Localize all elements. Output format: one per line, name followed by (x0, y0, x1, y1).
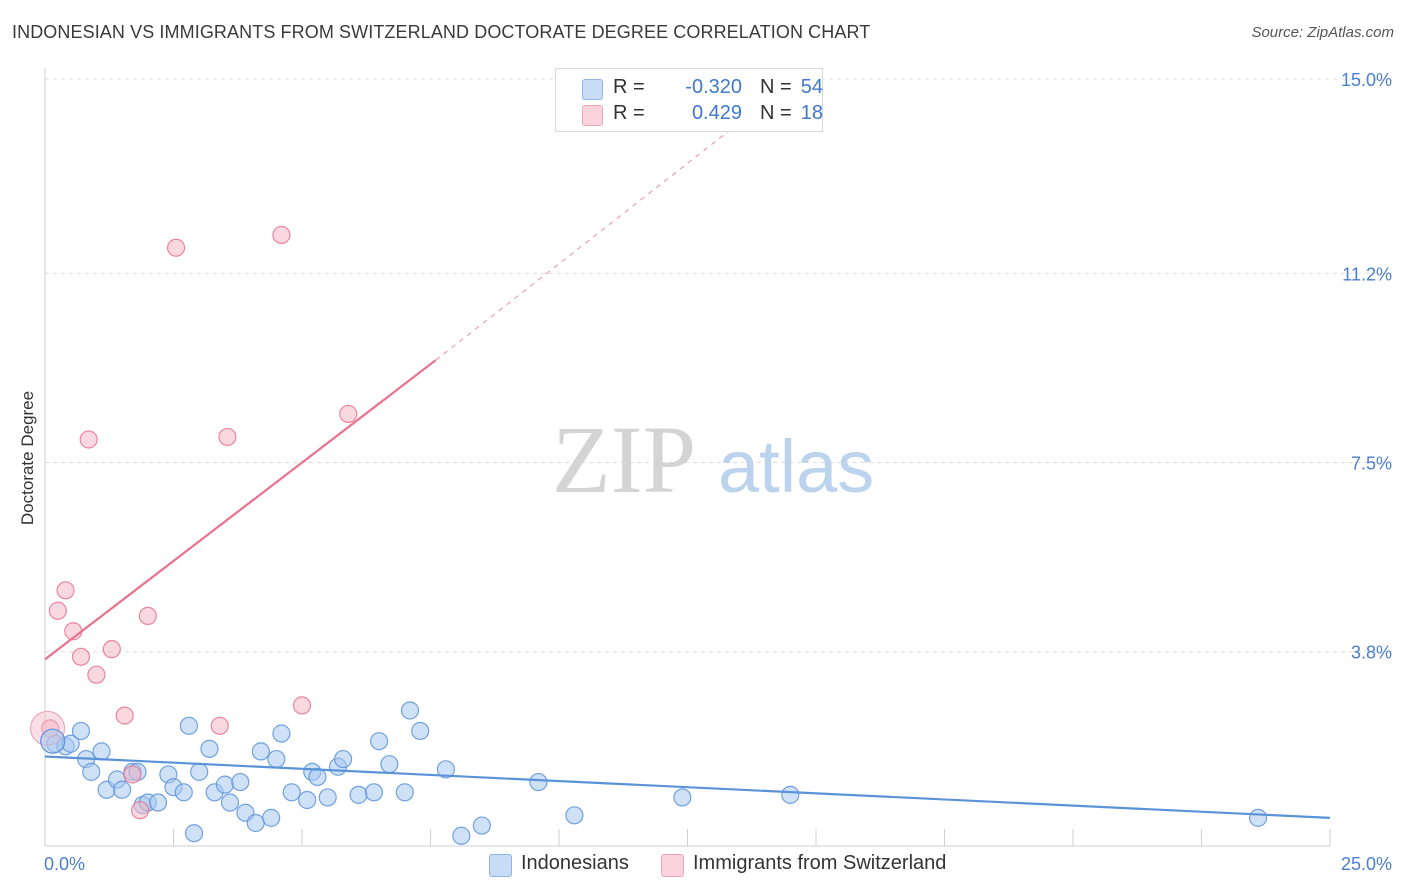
x-tick-label: 25.0% (1341, 854, 1392, 874)
data-points (30, 225, 1268, 845)
data-point-switzerland (130, 801, 150, 820)
legend-swatch-blue (582, 79, 603, 100)
data-point-switzerland (79, 430, 98, 449)
data-point-indonesians (395, 783, 414, 802)
data-point-indonesians (411, 721, 430, 741)
data-point-indonesians (781, 785, 800, 804)
legend-swatch-pink (661, 854, 684, 877)
data-point-switzerland (138, 606, 157, 626)
data-point-indonesians (220, 793, 240, 812)
legend-label: Indonesians (521, 852, 629, 874)
data-point-indonesians (529, 772, 548, 792)
legend: R = -0.320 N = 54 R = 0.429 N = 18 (555, 68, 823, 132)
data-point-indonesians (272, 724, 291, 743)
data-point-indonesians (298, 790, 317, 810)
data-point-indonesians (364, 783, 384, 802)
chart-title: INDONESIAN VS IMMIGRANTS FROM SWITZERLAN… (12, 22, 871, 42)
data-point-indonesians (231, 772, 250, 792)
data-point-indonesians (282, 783, 301, 802)
data-point-indonesians (452, 826, 471, 845)
y-axis-label: Doctorate Degree (18, 391, 37, 525)
data-point-indonesians (40, 728, 66, 754)
data-point-switzerland (292, 696, 312, 715)
legend-r-label: R = (613, 76, 645, 98)
data-point-indonesians (190, 762, 209, 781)
data-point-indonesians (148, 793, 168, 812)
tick-labels: 3.8% 7.5% 11.2% 15.0% 0.0% 25.0% (44, 70, 1392, 874)
data-point-switzerland (123, 765, 142, 784)
data-point-switzerland (272, 225, 291, 245)
data-point-indonesians (380, 755, 399, 774)
watermark-zip: ZIP (552, 406, 696, 513)
data-point-indonesians (184, 824, 204, 843)
data-point-indonesians (436, 760, 456, 779)
data-point-indonesians (262, 808, 281, 827)
data-point-switzerland (166, 238, 186, 257)
axes (44, 68, 1331, 847)
y-tick-label: 7.5% (1351, 454, 1392, 474)
source-label: Source: ZipAtlas.com (1251, 24, 1394, 41)
data-point-indonesians (251, 742, 270, 761)
data-point-indonesians (565, 806, 584, 825)
data-point-indonesians (71, 721, 91, 741)
data-point-indonesians (92, 742, 111, 761)
data-point-switzerland (71, 647, 91, 666)
data-point-indonesians (472, 816, 491, 835)
data-point-indonesians (308, 767, 327, 787)
legend-r-value: 0.429 (691, 102, 742, 124)
data-point-switzerland (48, 601, 67, 620)
y-tick-label: 3.8% (1351, 643, 1392, 663)
data-point-switzerland (102, 640, 121, 659)
data-point-switzerland (56, 581, 75, 600)
grid-lines (45, 78, 1392, 653)
data-point-indonesians (318, 788, 337, 807)
trend-line-indonesians (44, 755, 1331, 819)
data-point-indonesians (82, 762, 101, 781)
data-point-switzerland (339, 404, 358, 424)
data-point-indonesians (334, 749, 353, 769)
data-point-indonesians (267, 749, 286, 769)
y-tick-label: 11.2% (1342, 264, 1392, 284)
data-point-indonesians (400, 701, 420, 720)
data-point-indonesians (174, 783, 193, 802)
legend-n-value: 18 (800, 102, 823, 124)
data-point-indonesians (215, 775, 234, 794)
data-point-switzerland (115, 706, 134, 725)
data-point-switzerland (210, 716, 229, 735)
legend-n-label: N = (760, 102, 792, 124)
data-point-indonesians (200, 739, 219, 758)
data-point-indonesians (179, 716, 199, 735)
data-point-indonesians (1248, 808, 1268, 827)
data-point-switzerland (218, 427, 237, 447)
y-tick-label: 15.0% (1341, 70, 1392, 90)
legend-n-value: 54 (800, 76, 823, 98)
legend-swatch-blue (489, 854, 512, 877)
data-point-indonesians (112, 780, 132, 799)
legend-label: Immigrants from Switzerland (693, 852, 947, 874)
data-point-indonesians (673, 788, 692, 807)
data-point-indonesians (246, 813, 265, 833)
x-tick-label: 0.0% (44, 854, 85, 874)
watermark-atlas: atlas (718, 425, 874, 508)
data-point-switzerland (87, 665, 106, 684)
legend-swatch-pink (582, 105, 603, 126)
data-point-indonesians (370, 732, 389, 751)
legend-r-label: R = (613, 102, 645, 124)
trend-line-switzerland (44, 359, 437, 661)
legend-r-value: -0.320 (685, 76, 742, 98)
legend-n-label: N = (760, 76, 792, 98)
data-point-indonesians (349, 785, 368, 804)
